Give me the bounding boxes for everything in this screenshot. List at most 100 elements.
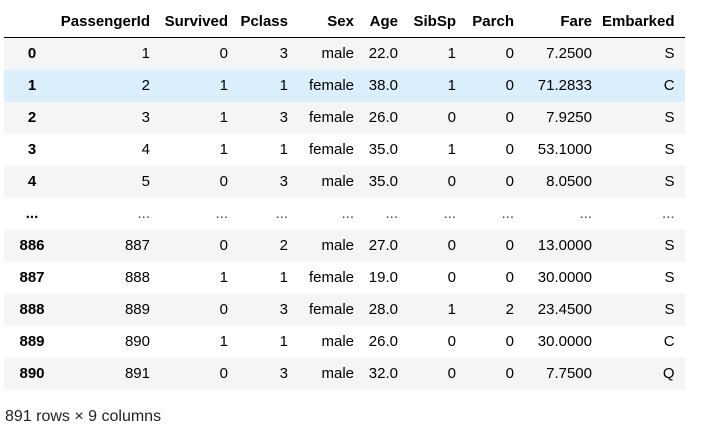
row-index: 2 — [27, 109, 37, 126]
cell-sibsp: 0 — [447, 365, 456, 382]
cell-passengerid: 1 — [141, 45, 150, 63]
cell-sibsp: 1 — [447, 141, 456, 158]
cell-sibsp: 0 — [447, 269, 456, 286]
cell-passengerid: ... — [137, 205, 150, 222]
table-row[interactable]: 3 4 1 1 female 35.0 1 0 53.1000 S — [4, 134, 685, 166]
cell-sex: female — [308, 141, 354, 158]
cell-pclass: 3 — [279, 45, 288, 63]
cell-age: 26.0 — [368, 109, 398, 126]
cell-fare: 71.2833 — [537, 77, 592, 94]
cell-fare: 7.2500 — [546, 45, 592, 63]
cell-fare: 30.0000 — [537, 333, 592, 350]
cell-parch: 0 — [505, 269, 514, 286]
cell-embarked: S — [664, 109, 675, 126]
cell-survived: 0 — [219, 365, 228, 382]
cell-age: 26.0 — [368, 333, 398, 350]
cell-passengerid: 889 — [124, 301, 150, 318]
cell-sex: male — [321, 237, 354, 254]
column-header-sibsp: SibSp — [408, 5, 466, 38]
cell-embarked: C — [663, 333, 675, 350]
cell-embarked: S — [664, 45, 675, 63]
row-index: 4 — [27, 173, 37, 190]
cell-survived: 0 — [219, 45, 228, 63]
row-index: 1 — [27, 77, 37, 94]
table-row[interactable]: 2 3 1 3 female 26.0 0 0 7.9250 S — [4, 101, 685, 134]
cell-parch: 2 — [505, 301, 514, 318]
row-index: 890 — [19, 365, 45, 382]
cell-sibsp: 1 — [447, 77, 456, 94]
cell-pclass: 1 — [279, 77, 288, 94]
cell-passengerid: 5 — [141, 173, 150, 190]
index-header — [4, 5, 60, 38]
table-row[interactable]: 0 1 0 3 male 22.0 1 0 7.2500 S — [4, 37, 685, 70]
cell-sibsp: 0 — [447, 173, 456, 190]
cell-age: 35.0 — [368, 141, 398, 158]
cell-age: 28.0 — [368, 301, 398, 318]
cell-pclass: 1 — [279, 141, 288, 158]
row-index: 888 — [19, 301, 45, 318]
cell-pclass: 3 — [279, 301, 288, 318]
cell-survived: 0 — [219, 173, 228, 190]
cell-parch: ... — [501, 205, 514, 222]
cell-pclass: 1 — [279, 269, 288, 286]
table-row[interactable]: 888 889 0 3 female 28.0 1 2 23.4500 S — [4, 293, 685, 326]
cell-pclass: 3 — [279, 365, 288, 382]
cell-parch: 0 — [505, 141, 514, 158]
cell-passengerid: 888 — [124, 269, 150, 286]
cell-sex: ... — [341, 205, 354, 222]
cell-fare: 30.0000 — [537, 269, 592, 286]
table-row[interactable]: 887 888 1 1 female 19.0 0 0 30.0000 S — [4, 262, 685, 294]
cell-passengerid: 2 — [141, 77, 150, 94]
column-header-parch: Parch — [466, 5, 524, 38]
cell-sex: female — [308, 269, 354, 286]
cell-parch: 0 — [505, 109, 514, 126]
cell-pclass: ... — [275, 205, 288, 222]
cell-age: 19.0 — [368, 269, 398, 286]
row-index: 889 — [19, 333, 45, 350]
cell-parch: 0 — [505, 77, 514, 94]
table-row[interactable]: 4 5 0 3 male 35.0 0 0 8.0500 S — [4, 165, 685, 198]
dataframe-table: PassengerId Survived Pclass Sex Age SibS… — [4, 5, 685, 390]
cell-embarked: Q — [662, 365, 675, 382]
cell-fare: 8.0500 — [546, 173, 592, 190]
cell-embarked: S — [664, 301, 675, 318]
cell-survived: 1 — [219, 333, 228, 350]
cell-passengerid: 3 — [141, 109, 150, 126]
cell-pclass: 3 — [279, 173, 288, 190]
table-body: 0 1 0 3 male 22.0 1 0 7.2500 S 1 2 1 1 female 38.0 1 0 71.… — [4, 37, 685, 390]
table-row[interactable]: 890 891 0 3 male 32.0 0 0 7.7500 Q — [4, 357, 685, 390]
cell-fare: 53.1000 — [537, 141, 592, 158]
cell-fare: 23.4500 — [537, 301, 592, 318]
header-row: PassengerId Survived Pclass Sex Age SibS… — [4, 5, 685, 38]
column-header-age: Age — [364, 5, 408, 38]
column-header-survived: Survived — [160, 5, 238, 38]
cell-embarked: ... — [662, 205, 675, 222]
cell-age: 38.0 — [368, 77, 398, 94]
cell-sex: male — [321, 45, 354, 63]
row-index: ... — [25, 205, 39, 222]
cell-embarked: S — [664, 141, 675, 158]
cell-sex: female — [308, 109, 354, 126]
cell-embarked: S — [664, 269, 675, 286]
cell-pclass: 2 — [279, 237, 288, 254]
table-row[interactable]: 889 890 1 1 male 26.0 0 0 30.0000 C — [4, 326, 685, 358]
column-header-sex: Sex — [298, 5, 364, 38]
column-header-pclass: Pclass — [238, 5, 298, 38]
cell-sibsp: 0 — [447, 237, 456, 254]
cell-sex: female — [308, 301, 354, 318]
cell-age: 27.0 — [368, 237, 398, 254]
table-row[interactable]: 886 887 0 2 male 27.0 0 0 13.0000 S — [4, 229, 685, 262]
cell-pclass: 3 — [279, 109, 288, 126]
dataframe-shape-caption: 891 rows × 9 columns — [5, 408, 162, 425]
cell-survived: ... — [215, 205, 228, 222]
cell-age: 35.0 — [368, 173, 398, 190]
cell-embarked: S — [664, 237, 675, 254]
cell-sibsp: 0 — [447, 333, 456, 350]
cell-parch: 0 — [505, 173, 514, 190]
cell-survived: 1 — [219, 269, 228, 286]
ellipsis-row[interactable]: .............................. — [4, 198, 685, 230]
table-row[interactable]: 1 2 1 1 female 38.0 1 0 71.2833 C — [4, 69, 685, 102]
cell-parch: 0 — [505, 237, 514, 254]
cell-parch: 0 — [505, 333, 514, 350]
cell-sex: male — [321, 173, 354, 190]
